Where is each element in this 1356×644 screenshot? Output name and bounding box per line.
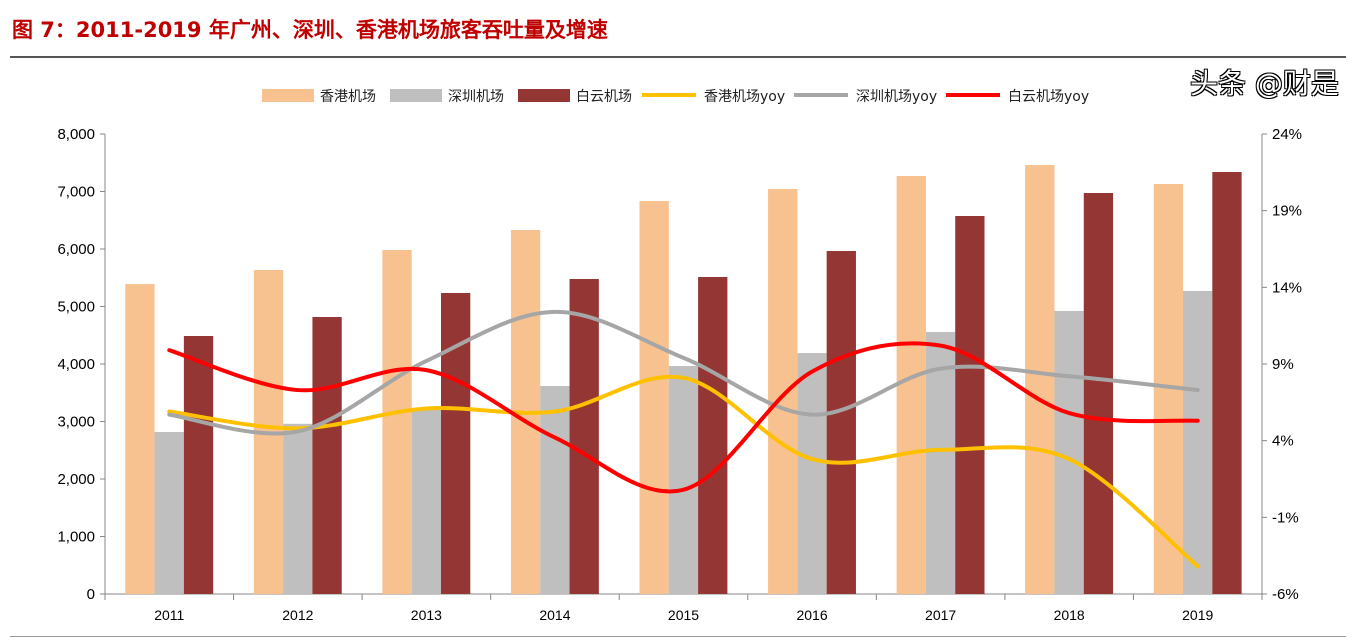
bar-香港机场 xyxy=(1025,165,1055,595)
watermark: 头条 @财是 xyxy=(1190,67,1339,100)
left-tick-label: 6,000 xyxy=(57,241,95,258)
bar-深圳机场 xyxy=(540,386,570,594)
x-tick-label: 2019 xyxy=(1182,607,1213,623)
bar-白云机场 xyxy=(698,277,728,594)
bar-白云机场 xyxy=(183,335,214,594)
left-tick-label: 2,000 xyxy=(57,471,95,488)
bar-白云机场 xyxy=(826,251,856,594)
bar-香港机场 xyxy=(125,284,155,594)
chart-title: 图 7：2011-2019 年广州、深圳、香港机场旅客吞吐量及增速 xyxy=(12,18,608,42)
right-tick-label: 24% xyxy=(1272,126,1302,143)
legend-label: 深圳机场 xyxy=(448,89,504,105)
x-tick-label: 2018 xyxy=(1054,607,1085,623)
legend-swatch xyxy=(262,89,314,102)
x-tick-label: 2016 xyxy=(796,607,827,623)
legend-label: 白云机场yoy xyxy=(1008,89,1089,105)
bar-白云机场 xyxy=(440,292,471,594)
legend-swatch xyxy=(390,89,442,102)
left-tick-label: 8,000 xyxy=(57,126,95,143)
bar-白云机场 xyxy=(1212,172,1242,594)
left-tick-label: 4,000 xyxy=(57,356,95,373)
bottom-divider xyxy=(10,636,1346,637)
x-tick-label: 2011 xyxy=(154,607,184,623)
x-tick-label: 2017 xyxy=(925,607,956,623)
left-tick-label: 7,000 xyxy=(57,184,95,201)
bar-深圳机场 xyxy=(283,423,313,594)
right-tick-label: 4% xyxy=(1272,433,1294,450)
line-香港机场yoy xyxy=(167,374,1200,569)
bar-香港机场 xyxy=(382,249,412,595)
right-tick-label: -1% xyxy=(1272,509,1299,526)
bar-白云机场 xyxy=(955,215,985,594)
bar-香港机场 xyxy=(896,175,926,594)
bar-深圳机场 xyxy=(1054,310,1084,594)
bar-深圳机场 xyxy=(1183,290,1213,594)
legend-label: 深圳机场yoy xyxy=(856,89,937,105)
legend-label: 香港机场 xyxy=(320,89,376,105)
left-tick-label: 1,000 xyxy=(57,529,95,546)
x-tick-label: 2015 xyxy=(668,607,699,623)
left-tick-label: 5,000 xyxy=(57,299,95,316)
bar-深圳机场 xyxy=(668,366,699,594)
legend-label: 香港机场yoy xyxy=(704,89,785,105)
bar-白云机场 xyxy=(569,279,599,594)
left-tick-label: 3,000 xyxy=(57,414,95,431)
line-深圳机场yoy xyxy=(167,309,1200,436)
right-tick-label: 14% xyxy=(1272,279,1302,296)
legend-swatch xyxy=(518,89,570,102)
right-tick-label: 9% xyxy=(1272,356,1294,373)
right-tick-label: -6% xyxy=(1272,586,1299,603)
bar-深圳机场 xyxy=(925,331,956,594)
bar-深圳机场 xyxy=(411,408,441,594)
left-tick-label: 0 xyxy=(87,586,95,603)
bar-白云机场 xyxy=(312,317,342,594)
title-divider xyxy=(10,56,1346,58)
x-tick-label: 2014 xyxy=(539,607,570,623)
bar-香港机场 xyxy=(639,200,669,595)
x-tick-label: 2013 xyxy=(411,607,442,623)
x-tick-label: 2012 xyxy=(282,607,313,623)
bar-深圳机场 xyxy=(797,353,827,594)
bar-深圳机场 xyxy=(154,432,184,594)
bar-白云机场 xyxy=(1083,192,1114,594)
right-tick-label: 19% xyxy=(1272,203,1302,220)
line-白云机场yoy xyxy=(167,341,1200,494)
bar-香港机场 xyxy=(768,189,798,594)
legend-label: 白云机场 xyxy=(576,89,632,105)
